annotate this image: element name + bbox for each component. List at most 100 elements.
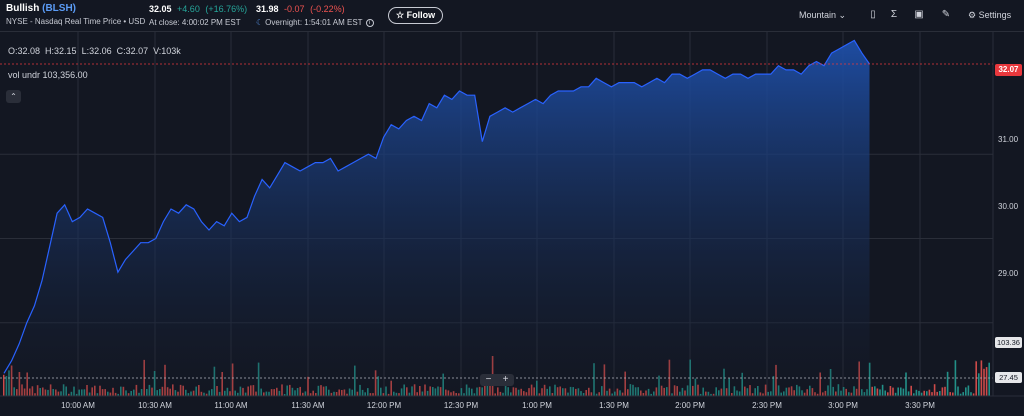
x-tick-label: 11:30 AM <box>291 401 325 410</box>
quote-header: Bullish (BLSH) NYSE - Nasdaq Real Time P… <box>0 0 1024 32</box>
x-tick-label: 2:30 PM <box>752 401 782 410</box>
volume-legend-value: 103,356.00 <box>42 70 88 80</box>
volume-bar <box>983 368 985 396</box>
close-quote: 32.05 +4.60 (+16.76%) <box>149 4 247 14</box>
info-icon[interactable]: i <box>365 18 374 27</box>
volume-bar <box>967 385 970 396</box>
chevron-up-icon: ⌃ <box>10 92 17 101</box>
volume-bar <box>897 387 899 396</box>
x-tick-label: 12:30 PM <box>443 401 479 410</box>
volume-bar <box>889 386 892 396</box>
volume-legend: vol undr 103,356.00 <box>8 70 88 80</box>
ticker-title: Bullish (BLSH) <box>6 3 76 14</box>
overnight-time: ☾ Overnight: 1:54:01 AM EST i <box>256 18 374 27</box>
volume-bar <box>931 392 933 396</box>
x-tick-label: 3:00 PM <box>828 401 858 410</box>
volume-bar <box>978 373 980 396</box>
volume-bar <box>926 391 928 396</box>
price-line <box>3 39 870 374</box>
x-tick-label: 12:00 PM <box>366 401 402 410</box>
chart-type-label: Mountain <box>799 10 837 20</box>
volume-bar <box>954 360 957 396</box>
overnight-change: -0.07 <box>284 4 305 14</box>
volume-last-label: 103.36 <box>995 337 1022 348</box>
volume-bar <box>874 386 876 396</box>
ohlc-legend: O:32.08 H:32.15 L:32.06 C:32.07 V:103k <box>8 46 186 56</box>
zoom-in-button[interactable]: + <box>502 374 509 385</box>
low-value: L:32.06 <box>81 46 112 56</box>
open-value: O:32.08 <box>8 46 41 56</box>
volume-value: V:103k <box>153 46 181 56</box>
volume-bar <box>965 387 967 396</box>
close-time-label: At close: 4:00:02 PM EST <box>149 18 241 27</box>
sigma-icon[interactable]: Σ <box>890 9 898 20</box>
overnight-price: 31.98 <box>256 4 279 14</box>
gear-icon: ⚙ <box>968 10 977 20</box>
volume-bar <box>923 390 925 396</box>
x-tick-label: 10:00 AM <box>61 401 95 410</box>
x-tick-label: 10:30 AM <box>138 401 172 410</box>
volume-bar <box>920 392 923 396</box>
last-price-label: 32.07 <box>995 64 1022 76</box>
x-tick-label: 1:30 PM <box>599 401 629 410</box>
volume-bar <box>949 392 951 396</box>
company-name: Bullish <box>6 3 40 14</box>
zoom-controls: − + <box>480 374 514 386</box>
volume-bar <box>972 393 975 396</box>
close-price: 32.05 <box>149 4 172 14</box>
x-tick-label: 2:00 PM <box>675 401 705 410</box>
volume-bar <box>876 388 879 396</box>
overnight-quote: 31.98 -0.07 (-0.22%) <box>256 4 345 14</box>
settings-button[interactable]: ⚙ Settings <box>968 10 1011 21</box>
moon-icon: ☾ <box>256 18 264 27</box>
draw-icon[interactable]: ✎ <box>941 9 951 20</box>
volume-bar <box>905 372 907 396</box>
overnight-change-pct: (-0.22%) <box>310 4 345 14</box>
price-area <box>4 40 870 397</box>
volume-bar <box>884 390 886 396</box>
volume-bar <box>881 384 884 396</box>
exchange-label: NYSE - Nasdaq Real Time Price • USD <box>6 17 146 26</box>
volume-bar <box>868 362 871 396</box>
volume-bar <box>915 389 918 396</box>
volume-bar <box>902 388 905 396</box>
volume-bar <box>985 367 988 396</box>
ticker-symbol[interactable]: (BLSH) <box>42 3 77 14</box>
volume-bar <box>957 386 959 396</box>
volume-bar <box>871 386 873 396</box>
x-tick-label: 1:00 PM <box>522 401 552 410</box>
volume-bar <box>975 361 977 396</box>
volume-avg-label: 27.45 <box>995 372 1022 383</box>
volume-bar <box>936 391 938 396</box>
high-value: H:32.15 <box>45 46 77 56</box>
zoom-out-button[interactable]: − <box>485 374 492 385</box>
volume-bar <box>933 384 936 396</box>
volume-bar <box>910 385 912 396</box>
volume-bar <box>913 393 915 396</box>
y-tick-31: 31.00 <box>998 135 1019 144</box>
follow-button[interactable]: ☆ Follow <box>388 7 444 24</box>
x-tick-label: 3:30 PM <box>905 401 935 410</box>
volume-bar <box>946 371 949 396</box>
overnight-time-label: Overnight: 1:54:01 AM EST <box>265 18 363 27</box>
volume-bar <box>962 392 964 396</box>
collapse-legend-button[interactable]: ⌃ <box>6 90 21 103</box>
volume-bar <box>3 374 5 396</box>
calendar-icon[interactable]: ▣ <box>914 9 924 20</box>
volume-bar <box>892 387 894 396</box>
close-change: +4.60 <box>177 4 200 14</box>
volume-bar <box>944 386 946 396</box>
volume-bar <box>939 391 941 396</box>
chevron-down-icon: ⌄ <box>838 10 847 20</box>
volume-bar <box>988 362 990 396</box>
indicators-icon[interactable]: ▯ <box>870 9 876 20</box>
close-value: C:32.07 <box>116 46 149 56</box>
close-change-pct: (+16.76%) <box>205 4 248 14</box>
volume-bar <box>959 393 962 396</box>
x-tick-label: 11:00 AM <box>214 401 248 410</box>
y-tick-30: 30.00 <box>998 202 1019 211</box>
volume-bar <box>941 387 944 396</box>
chart-type-dropdown[interactable]: Mountain ⌄ <box>799 10 846 21</box>
volume-legend-label: vol undr <box>8 70 41 80</box>
